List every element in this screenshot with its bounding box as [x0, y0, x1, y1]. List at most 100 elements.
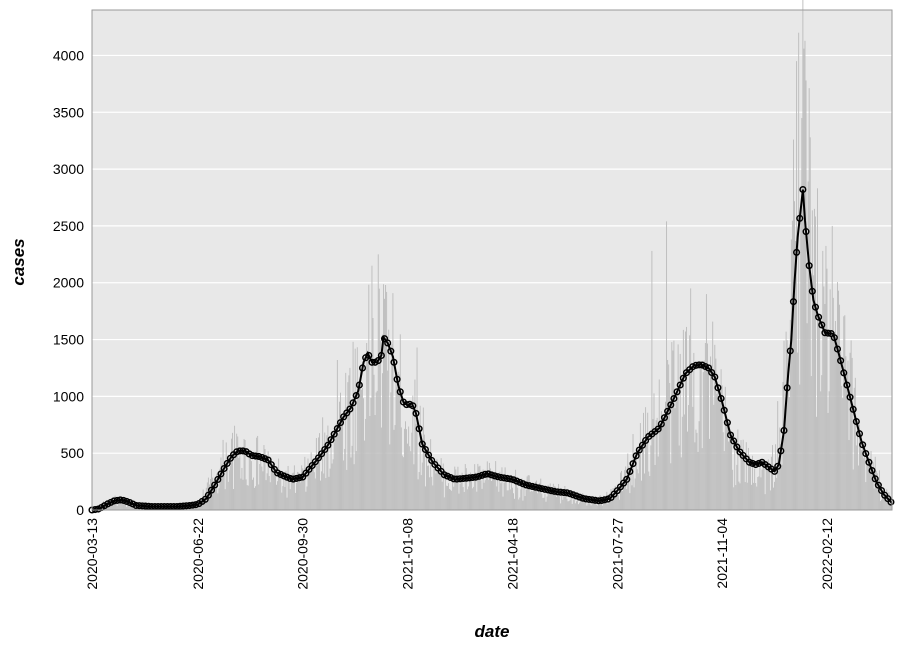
bar	[492, 474, 493, 510]
line-marker	[660, 414, 669, 422]
bar	[318, 437, 319, 510]
line-marker	[207, 486, 216, 494]
line-marker	[220, 464, 228, 473]
bar	[461, 472, 463, 510]
line-marker	[582, 495, 590, 503]
bar	[333, 442, 335, 510]
bar	[658, 379, 660, 510]
line-marker	[374, 357, 382, 365]
bar	[833, 336, 835, 510]
bar	[229, 465, 231, 510]
bar	[694, 442, 696, 510]
line-marker	[478, 471, 486, 479]
bar	[807, 181, 809, 510]
bar	[697, 451, 699, 510]
bar	[577, 497, 578, 510]
line-marker	[415, 425, 423, 433]
bar	[615, 495, 617, 510]
bar	[877, 492, 879, 510]
bar	[856, 429, 858, 510]
bar	[275, 475, 276, 510]
bar	[711, 364, 713, 510]
line-marker	[588, 496, 596, 504]
bar	[759, 462, 761, 510]
bar	[794, 201, 795, 510]
bar	[486, 461, 488, 510]
bar	[593, 501, 595, 510]
bar	[511, 487, 513, 510]
bar	[617, 495, 619, 510]
bar	[557, 495, 558, 510]
bar	[402, 457, 404, 510]
bar	[649, 476, 651, 510]
line-marker	[793, 248, 801, 256]
bar	[847, 360, 849, 510]
bar	[802, 0, 804, 511]
bar	[128, 505, 130, 510]
bar	[375, 392, 377, 510]
bar	[616, 489, 618, 510]
bar	[234, 425, 236, 510]
bar	[431, 476, 433, 510]
bar	[349, 367, 351, 510]
bar	[465, 468, 467, 510]
bar	[638, 452, 640, 510]
bar	[421, 462, 423, 510]
bar	[450, 489, 452, 510]
bar	[107, 505, 109, 510]
bar	[822, 250, 824, 510]
bar	[535, 481, 536, 510]
bar	[268, 476, 270, 510]
line-marker	[733, 443, 741, 451]
line-marker	[572, 492, 580, 500]
bar	[522, 500, 524, 510]
bar	[841, 385, 843, 510]
bar	[109, 505, 111, 510]
bar	[885, 498, 887, 510]
bar	[518, 499, 520, 510]
bar	[870, 451, 872, 510]
bar	[265, 480, 267, 510]
line-marker	[846, 393, 854, 401]
bar	[250, 461, 252, 510]
bar	[132, 505, 134, 510]
bar	[581, 502, 583, 510]
line-marker	[333, 424, 341, 433]
bar	[717, 389, 719, 510]
bar	[439, 468, 441, 510]
bar	[832, 297, 834, 510]
bar	[646, 439, 648, 510]
bar	[254, 487, 255, 510]
bar	[715, 358, 717, 510]
bar	[480, 480, 482, 510]
y-tick-labels: 0 500 1000 1500 2000 2500 3000 3500 4000	[53, 47, 84, 518]
bar	[636, 469, 638, 510]
bar	[708, 366, 709, 510]
bar	[329, 468, 331, 510]
y-tick-label: 0	[76, 502, 84, 518]
bar	[422, 407, 424, 510]
bar	[365, 418, 367, 510]
bar	[242, 479, 244, 510]
bar	[824, 303, 826, 510]
bar	[540, 478, 542, 510]
line-marker	[535, 484, 543, 492]
bar	[813, 208, 815, 510]
line-marker	[679, 374, 687, 382]
bar	[562, 499, 564, 510]
bar	[291, 473, 293, 510]
bar	[430, 439, 432, 510]
line-marker	[233, 448, 241, 456]
bar	[509, 489, 511, 510]
bar	[270, 464, 272, 510]
bar	[752, 455, 754, 510]
bar	[377, 254, 379, 510]
line-marker	[704, 364, 713, 372]
bar	[212, 477, 214, 510]
bar	[889, 503, 891, 510]
line-marker	[487, 471, 496, 479]
x-tick-label: 2021-07-27	[609, 518, 625, 590]
bar	[770, 456, 772, 510]
plot-background	[92, 10, 892, 510]
